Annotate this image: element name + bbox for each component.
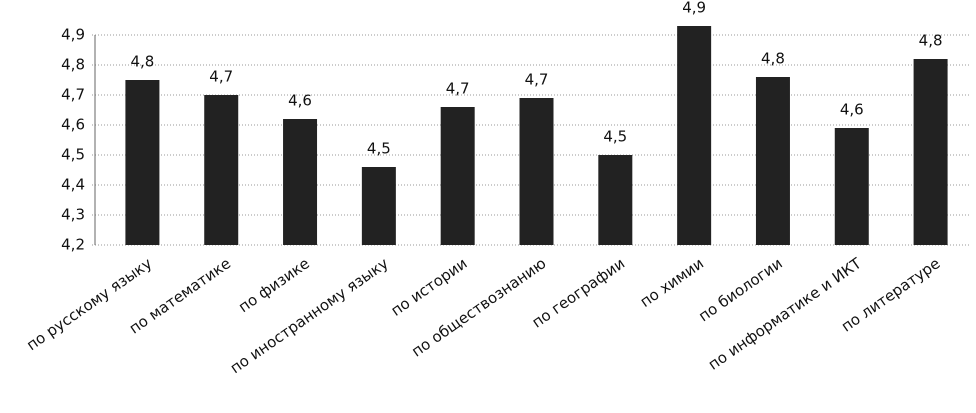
bar: [834, 128, 869, 245]
x-tick-label: по иностранному языку: [227, 254, 392, 377]
y-tick-label: 4,4: [61, 176, 85, 194]
bar: [440, 107, 475, 245]
y-tick-label: 4,3: [61, 206, 85, 224]
bar: [204, 95, 239, 245]
value-label: 4,8: [130, 53, 154, 71]
bar: [519, 98, 554, 245]
bar: [677, 26, 712, 245]
x-tick-label: по химии: [637, 254, 707, 311]
value-label: 4,7: [446, 80, 470, 98]
value-label: 4,8: [919, 32, 943, 50]
bar: [361, 167, 396, 245]
x-tick-label: по физике: [235, 254, 313, 316]
x-tick-label: по обществознанию: [408, 254, 549, 360]
value-label: 4,7: [525, 71, 549, 89]
value-label: 4,5: [603, 128, 627, 146]
value-label: 4,5: [367, 140, 391, 158]
x-tick-label: по русскому языку: [23, 254, 155, 354]
bar: [125, 80, 160, 245]
value-label: 4,6: [840, 101, 864, 119]
value-label: 4,6: [288, 92, 312, 110]
y-tick-label: 4,8: [61, 56, 85, 74]
y-tick-label: 4,6: [61, 116, 85, 134]
value-label: 4,8: [761, 50, 785, 68]
value-label: 4,7: [209, 68, 233, 86]
y-tick-label: 4,5: [61, 146, 85, 164]
bar: [755, 77, 790, 245]
value-label: 4,9: [682, 0, 706, 17]
y-tick-label: 4,9: [61, 26, 85, 44]
y-tick-label: 4,7: [61, 86, 85, 104]
bar: [283, 119, 318, 245]
bar: [598, 155, 633, 245]
bar: [913, 59, 948, 245]
x-tick-label: по информатике и ИКТ: [705, 254, 865, 374]
y-tick-label: 4,2: [61, 236, 85, 254]
